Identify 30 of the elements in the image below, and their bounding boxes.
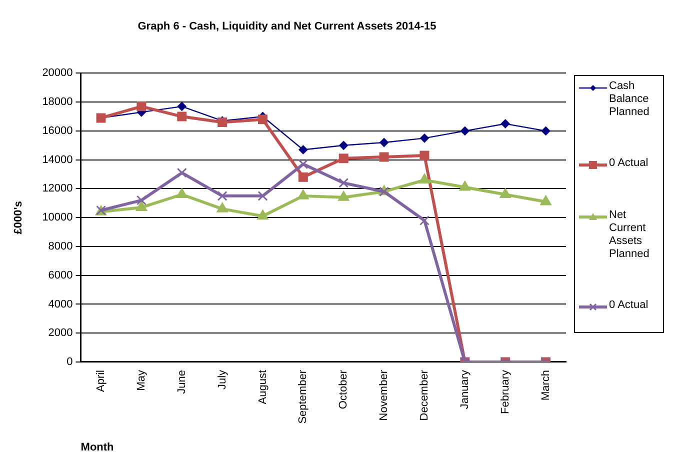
x-tick-label: March (540, 370, 552, 401)
y-tick-label: 2000 (48, 327, 73, 340)
x-tick-label: October (338, 370, 350, 410)
x-tick-label: September (297, 370, 310, 424)
x-axis-title: Month (80, 441, 114, 454)
x-tick-label: July (216, 369, 228, 390)
x-tick-label: February (499, 370, 512, 414)
legend-label: 0 Actual (609, 298, 648, 312)
x-tick-label: April (95, 370, 108, 392)
legend-label: 0 Actual (609, 157, 648, 170)
y-tick-label: 18000 (42, 96, 73, 108)
y-tick-label: 14000 (42, 154, 73, 166)
x-tick-label: December (418, 370, 431, 421)
chart-title: Graph 6 - Cash, Liquidity and Net Current Assets 2014-15 (138, 20, 436, 33)
y-tick-label: 4000 (48, 298, 73, 310)
x-tick-label: June (176, 370, 188, 394)
x-tick-label: November (378, 370, 390, 421)
y-tick-label: 12000 (42, 182, 73, 195)
legend-label: Cash Balance Planned (609, 80, 650, 119)
y-tick-label: 16000 (42, 124, 73, 137)
y-tick-label: 6000 (48, 269, 73, 282)
legend-label: Net Current Assets Planned (609, 208, 650, 261)
y-tick-label: 20000 (42, 67, 73, 80)
x-tick-label: January (458, 370, 471, 410)
y-axis-title: £000's (12, 200, 25, 234)
y-tick-label: 10000 (42, 212, 73, 224)
y-tick-label: 8000 (48, 240, 73, 253)
y-tick-label: 0 (66, 356, 73, 368)
x-tick-label: May (135, 369, 148, 391)
x-tick-label: August (256, 370, 269, 404)
